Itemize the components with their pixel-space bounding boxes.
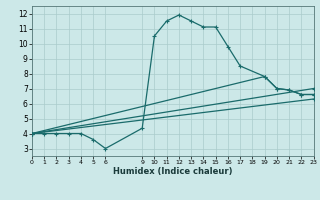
X-axis label: Humidex (Indice chaleur): Humidex (Indice chaleur): [113, 167, 233, 176]
